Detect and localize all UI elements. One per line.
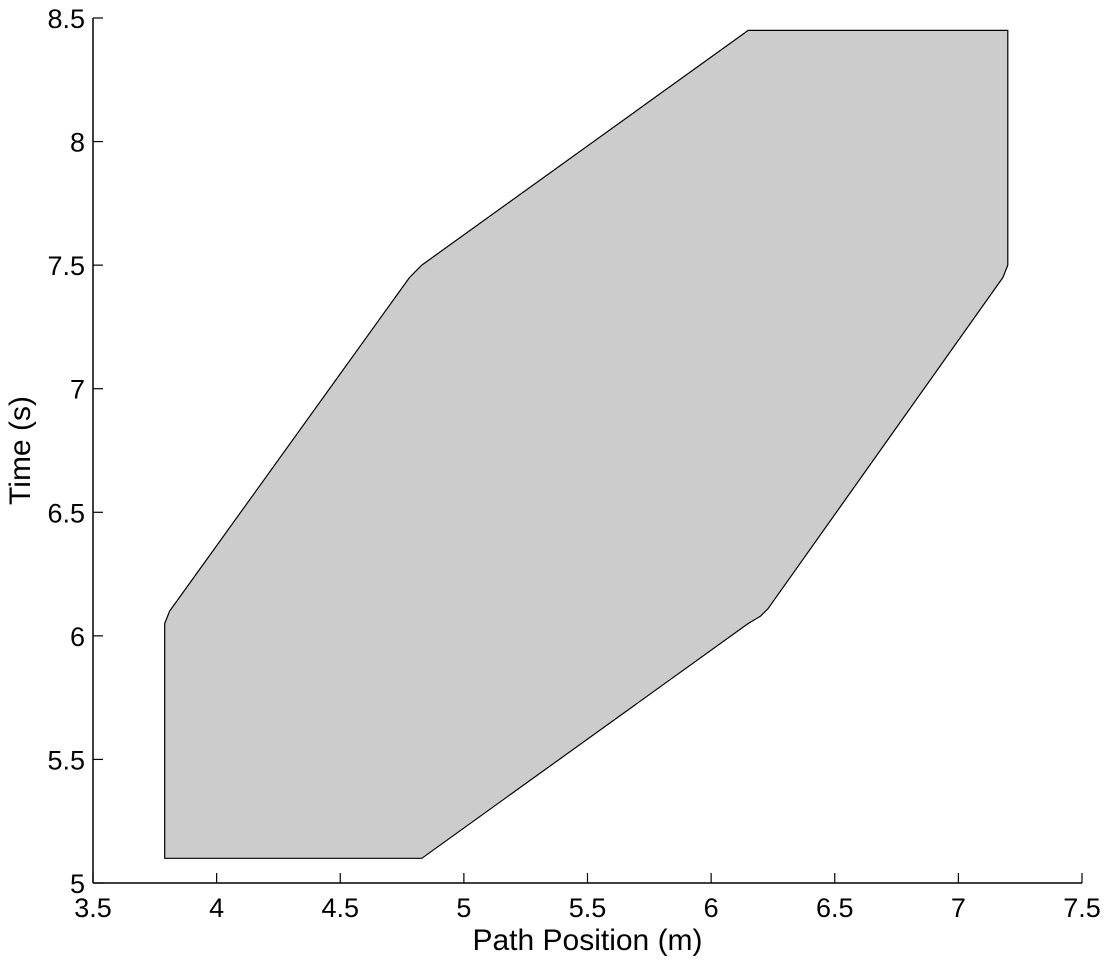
ticks-layer: 3.5 4 4.5 5 5.5 6 6.5 7 7.5 5 5.5 6 6.5 7 7.5 8 8.5: [47, 4, 1100, 923]
y-tick-label: 6: [70, 622, 85, 652]
y-tick-label: 7.5: [47, 251, 85, 281]
x-tick-label: 3.5: [74, 893, 112, 923]
x-tick-label: 5: [456, 893, 471, 923]
y-tick-label: 8.5: [47, 4, 85, 34]
x-tick-label: 4: [209, 893, 224, 923]
y-tick-label: 5: [70, 869, 85, 899]
x-tick-label: 4.5: [321, 893, 359, 923]
x-tick-label: 5.5: [569, 893, 607, 923]
y-tick-label: 8: [70, 128, 85, 158]
x-tick-label: 7: [951, 893, 966, 923]
y-axis-title: Time (s): [4, 396, 37, 505]
x-tick-label: 6: [704, 893, 719, 923]
y-tick-label: 7: [70, 375, 85, 405]
feasible-region-polygon: [164, 29, 1009, 859]
plot-region-layer: [164, 29, 1009, 859]
y-tick-label: 5.5: [47, 745, 85, 775]
x-tick-label: 7.5: [1063, 893, 1101, 923]
y-tick-label: 6.5: [47, 498, 85, 528]
x-axis-title: Path Position (m): [472, 924, 702, 957]
x-tick-label: 6.5: [816, 893, 854, 923]
